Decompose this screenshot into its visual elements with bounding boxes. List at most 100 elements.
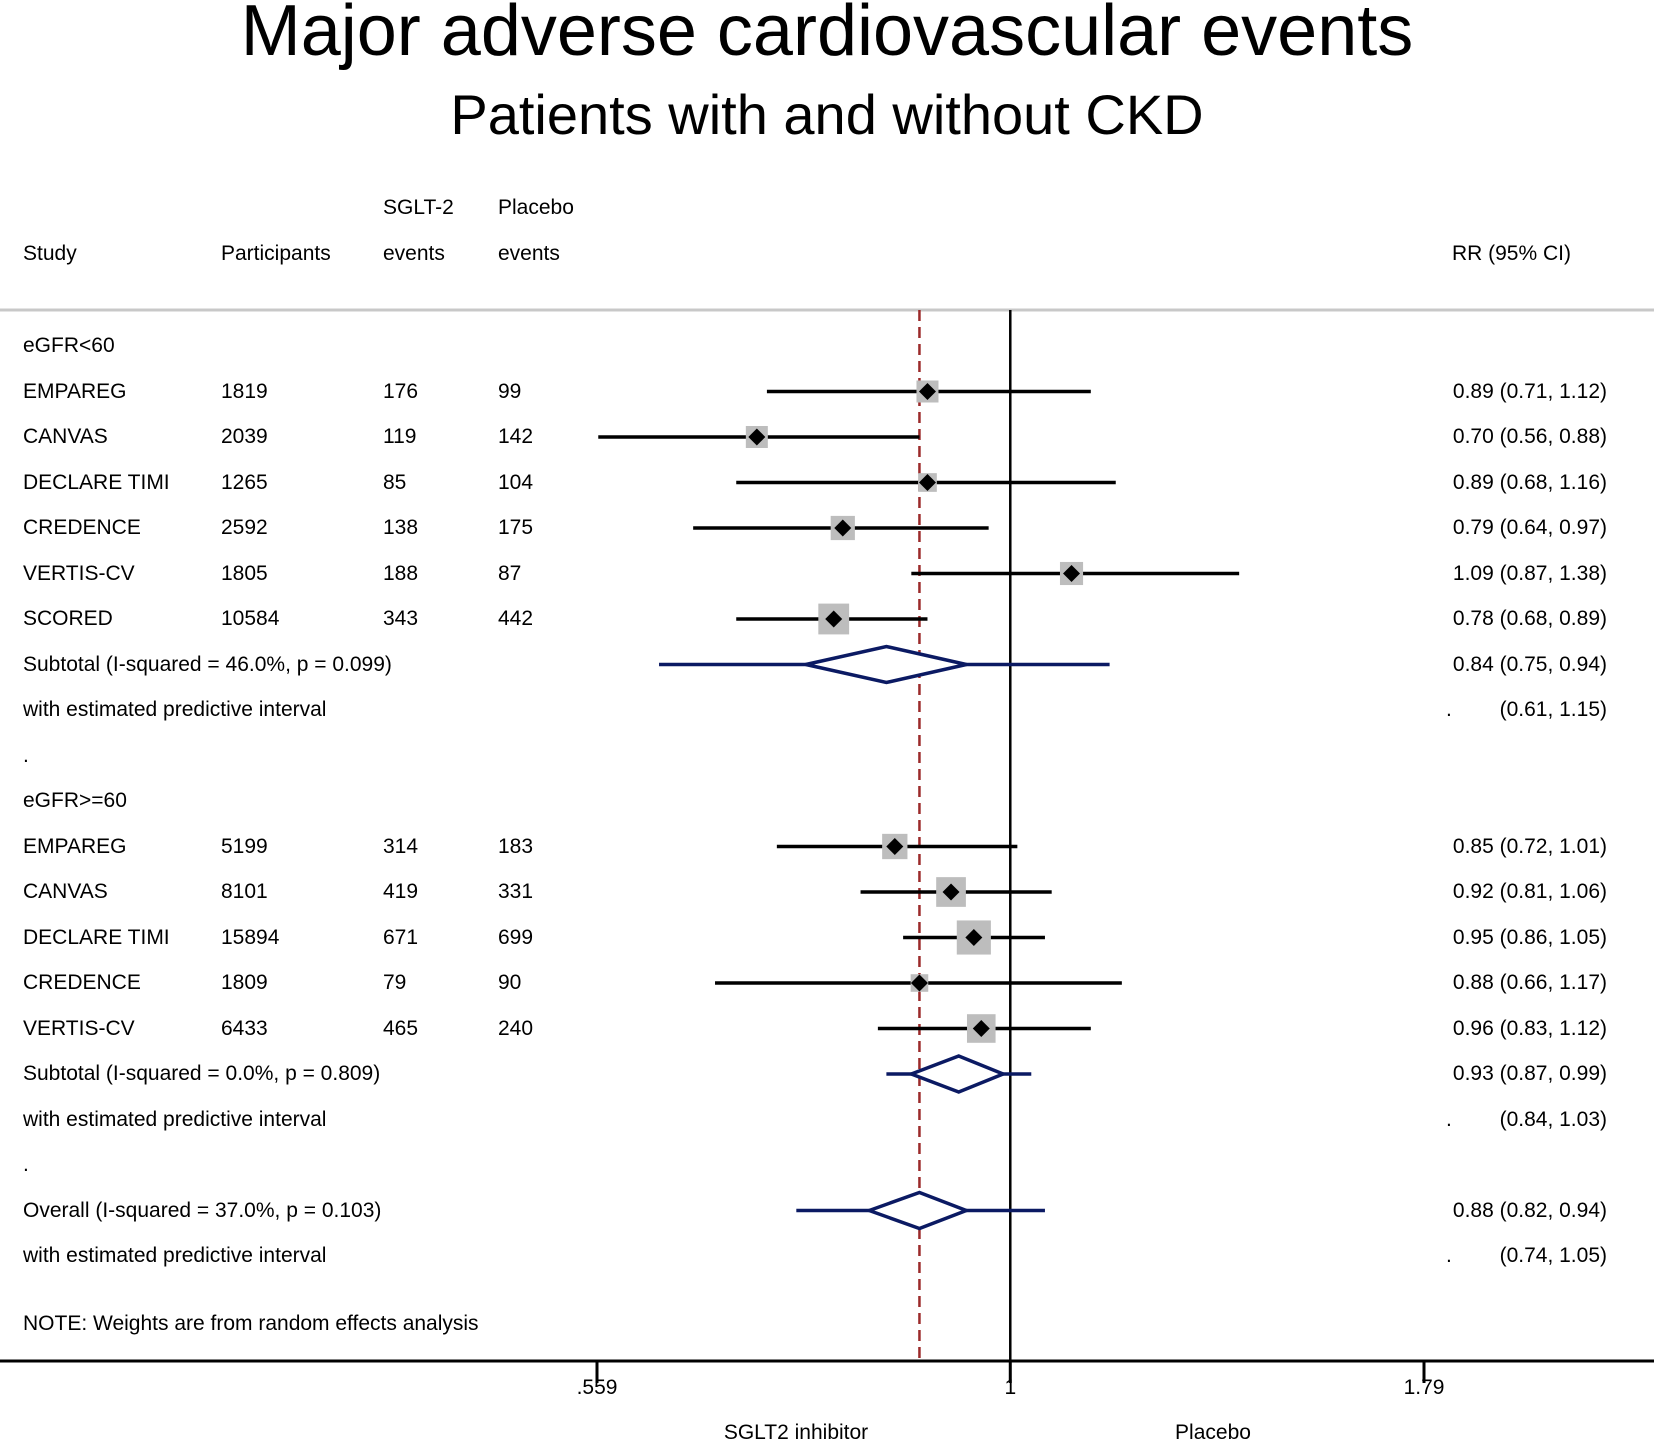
study-label: EMPAREG [23, 379, 127, 403]
header-placebo-top: Placebo [498, 196, 574, 219]
rr-value: 0.84 (0.75, 0.94) [1452, 652, 1607, 676]
placebo-events-value: 240 [498, 1016, 534, 1040]
rr-value: 0.96 (0.83, 1.12) [1452, 1016, 1607, 1040]
point-estimate-marker [886, 838, 904, 855]
placebo-events-value: 99 [498, 379, 522, 403]
participants-value: 10584 [221, 607, 280, 630]
study-label: CREDENCE [23, 971, 141, 994]
study-label: CANVAS [23, 425, 108, 448]
rr-value: 0.89 (0.68, 1.16) [1452, 470, 1607, 494]
study-label: with estimated predictive interval [23, 1107, 327, 1131]
point-estimate-marker [825, 610, 843, 628]
table-row: eGFR<60 [0, 331, 1654, 361]
header-placebo-events: events [498, 242, 560, 265]
header-rr: RR (95% CI) [1451, 242, 1571, 265]
chart-subtitle: Patients with and without CKD [450, 83, 1204, 146]
participants-value: 2592 [221, 516, 268, 539]
table-row: CREDENCE 2592 138 175 0.79 (0.64, 0.97) [0, 513, 1654, 543]
study-label: DECLARE TIMI [23, 470, 170, 494]
chart-title: Major adverse cardiovascular events [240, 0, 1414, 71]
spacer-dot: . [23, 743, 29, 767]
study-label: EMPAREG [23, 834, 127, 858]
point-estimate-marker [972, 1020, 990, 1037]
table-row: with estimated predictive interval. (0.61… [0, 695, 1654, 725]
spacer-dot: . [23, 1153, 29, 1176]
table-row: VERTIS-CV 1805 188 87 1.09 (0.87, 1.38) [0, 559, 1654, 589]
rr-value: 0.85 (0.72, 1.01) [1452, 834, 1607, 858]
predictive-dot: . [1446, 1107, 1452, 1131]
rr-value: 0.79 (0.64, 0.97) [1452, 516, 1607, 539]
participants-value: 8101 [221, 880, 268, 903]
placebo-events-value: 331 [498, 880, 534, 903]
placebo-events-value: 104 [498, 470, 534, 494]
point-estimate-marker [918, 383, 936, 400]
sglt2-events-value: 119 [383, 425, 417, 448]
table-row: CANVAS 8101 419 331 0.92 (0.81, 1.06) [0, 877, 1654, 907]
study-label: CANVAS [23, 880, 108, 903]
rr-value: 0.88 (0.66, 1.17) [1452, 971, 1607, 994]
group-label: eGFR<60 [23, 334, 115, 357]
placebo-events-value: 142 [498, 425, 534, 448]
sglt2-events-value: 188 [383, 561, 419, 585]
header-study: Study [23, 242, 77, 265]
placebo-events-value: 87 [498, 561, 522, 585]
sglt2-events-value: 465 [383, 1016, 419, 1040]
pooled-diamond [906, 1054, 1008, 1094]
predictive-interval-value: (0.84, 1.03) [1499, 1107, 1607, 1131]
table-row: Overall (I-squared = 37.0%, p = 0.103) 0.… [0, 1196, 1654, 1226]
pooled-diamond [864, 1190, 972, 1231]
header-sglt2-events: events [383, 242, 445, 265]
point-estimate-marker [834, 519, 852, 537]
table-row: eGFR>=60 [0, 786, 1654, 816]
study-label: with estimated predictive interval [23, 1244, 327, 1267]
point-estimate-marker [965, 929, 983, 946]
x-tick-label: 1.79 [1403, 1376, 1445, 1399]
predictive-dot: . [1446, 698, 1452, 721]
table-row: EMPAREG 1819 176 99 0.89 (0.71, 1.12) [0, 377, 1654, 407]
table-row: with estimated predictive interval. (0.74… [0, 1241, 1654, 1271]
rr-value: 0.78 (0.68, 0.89) [1452, 607, 1607, 630]
note-row: NOTE: Weights are from random effects an… [0, 1309, 1654, 1339]
placebo-events-value: 183 [498, 834, 534, 858]
study-label: CREDENCE [23, 516, 141, 539]
note-text: NOTE: Weights are from random effects an… [23, 1312, 479, 1335]
table-row: Subtotal (I-squared = 0.0%, p = 0.809) 0.… [0, 1059, 1654, 1089]
table-row: DECLARE TIMI 1265 85 104 0.89 (0.68, 1.16) [0, 468, 1654, 498]
sglt2-events-value: 671 [383, 925, 419, 949]
x-tick-label: 1 [1004, 1376, 1017, 1399]
sglt2-events-value: 138 [383, 516, 419, 539]
point-estimate-marker [942, 883, 960, 901]
participants-value: 5199 [221, 834, 268, 858]
point-estimate-marker [910, 974, 928, 992]
rr-value: 0.93 (0.87, 0.99) [1452, 1062, 1607, 1085]
rr-value: 0.95 (0.86, 1.05) [1452, 925, 1607, 949]
study-label: Subtotal (I-squared = 46.0%, p = 0.099) [23, 652, 392, 676]
placebo-events-value: 442 [498, 607, 534, 630]
table-row: Subtotal (I-squared = 46.0%, p = 0.099) 0… [0, 650, 1654, 680]
table-row: SCORED 10584 343 442 0.78 (0.68, 0.89) [0, 604, 1654, 634]
group-label: eGFR>=60 [23, 789, 127, 812]
participants-value: 1809 [221, 971, 268, 994]
predictive-interval-value: (0.74, 1.05) [1499, 1244, 1607, 1267]
sglt2-events-value: 85 [383, 470, 407, 494]
study-label: DECLARE TIMI [23, 925, 170, 949]
sglt2-events-value: 419 [383, 880, 419, 903]
study-label: VERTIS-CV [23, 1016, 135, 1040]
study-label: SCORED [23, 607, 113, 630]
table-row: . [0, 1150, 1654, 1180]
x-label-placebo: Placebo [1175, 1421, 1251, 1444]
placebo-events-value: 175 [498, 516, 534, 539]
predictive-dot: . [1446, 1244, 1452, 1267]
rr-value: 1.09 (0.87, 1.38) [1452, 561, 1607, 585]
sglt2-events-value: 176 [383, 379, 419, 403]
participants-value: 2039 [221, 425, 268, 448]
x-tick-label: .559 [576, 1376, 618, 1399]
participants-value: 15894 [221, 925, 280, 949]
table-row: with estimated predictive interval. (0.84… [0, 1105, 1654, 1135]
predictive-interval-value: (0.61, 1.15) [1499, 698, 1607, 721]
rr-value: 0.70 (0.56, 0.88) [1452, 425, 1607, 448]
placebo-events-value: 699 [498, 925, 534, 949]
rr-value: 0.89 (0.71, 1.12) [1452, 379, 1607, 403]
placebo-events-value: 90 [498, 971, 522, 994]
